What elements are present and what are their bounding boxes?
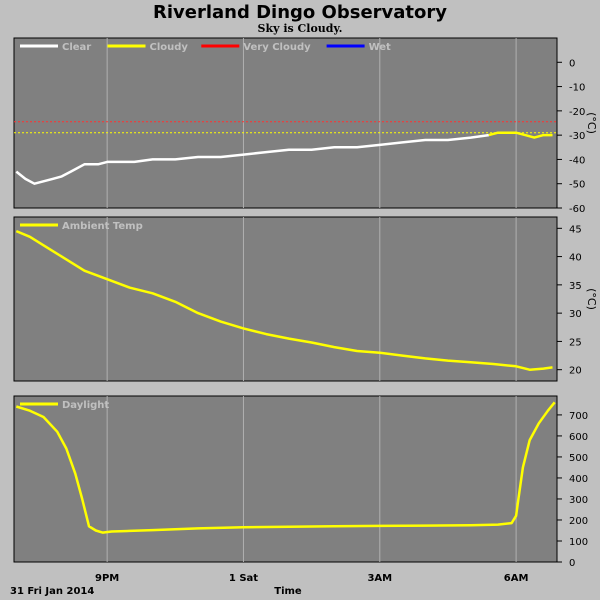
y-unit-label: (°C)	[585, 112, 598, 134]
chart-subtitle: Sky is Cloudy.	[258, 22, 343, 35]
x-tick-label: 3AM	[367, 573, 392, 584]
series-line-ambient-temp	[15, 229, 553, 371]
y-tick-label: 300	[569, 495, 588, 506]
plot-background	[13, 216, 558, 382]
y-tick-label: -20	[569, 107, 585, 118]
plot-background	[13, 37, 558, 209]
series-line-daylight	[15, 401, 556, 534]
x-axis: 9PM 1 Sat 3AM 6AM	[95, 573, 528, 584]
y-tick-label: -10	[569, 83, 585, 94]
x-axis-label: Time	[274, 586, 302, 597]
y-tick-label: 400	[569, 474, 588, 485]
y-tick-label: 0	[569, 58, 575, 69]
panel-daylight: 0 100 200 300 400 500 600 700 Daylight	[13, 395, 588, 569]
legend-entry: Wet	[326, 42, 391, 53]
y-tick-label: 200	[569, 516, 588, 527]
y-tick-label: 35	[569, 281, 582, 292]
legend-entry: Cloudy	[107, 42, 189, 53]
panel-ambient: 20 25 30 35 40 45 (°C) Ambient Temp	[13, 216, 598, 382]
legend-entry: Daylight	[20, 400, 109, 411]
legend-label: Wet	[369, 42, 391, 53]
y-tick-label: 40	[569, 253, 582, 264]
y-tick-label: 0	[569, 558, 575, 569]
y-tick-label: -60	[569, 204, 585, 215]
legend-label: Ambient Temp	[62, 221, 143, 232]
y-tick-label: -40	[569, 155, 585, 166]
y-tick-label: 20	[569, 366, 582, 377]
legend-label: Very Cloudy	[243, 42, 311, 53]
x-tick-label: 1 Sat	[229, 573, 258, 584]
plot-background	[13, 395, 558, 563]
y-tick-label: 45	[569, 224, 582, 235]
y-tick-label: 25	[569, 337, 582, 348]
legend-label: Cloudy	[150, 42, 189, 53]
y-tick-label: -50	[569, 180, 585, 191]
legend-label: Daylight	[62, 400, 109, 411]
series-line-clear	[15, 133, 489, 185]
y-tick-label: -30	[569, 131, 585, 142]
y-tick-label: 600	[569, 432, 588, 443]
x-tick-label: 9PM	[95, 573, 119, 584]
legend-label: Clear	[62, 42, 91, 53]
legend-entry: Ambient Temp	[20, 221, 143, 232]
legend-entry: Very Cloudy	[201, 42, 311, 53]
y-tick-label: 30	[569, 309, 582, 320]
y-unit-label: (°C)	[585, 288, 598, 310]
x-axis-date-label: 31 Fri Jan 2014	[10, 586, 94, 597]
y-tick-label: 700	[569, 411, 588, 422]
series-line-cloudy	[488, 131, 553, 139]
legend-entry: Clear	[20, 42, 91, 53]
y-tick-label: 100	[569, 537, 588, 548]
x-tick-label: 6AM	[504, 573, 529, 584]
y-tick-label: 500	[569, 453, 588, 464]
chart-panels: 0 -10 -20 -30 -40 -50 -60 (°C) Clear Cloudy Very C…	[13, 37, 598, 569]
panel-sky: 0 -10 -20 -30 -40 -50 -60 (°C) Clear Cloudy Very C…	[13, 37, 598, 215]
chart-title: Riverland Dingo Observatory	[153, 2, 447, 23]
